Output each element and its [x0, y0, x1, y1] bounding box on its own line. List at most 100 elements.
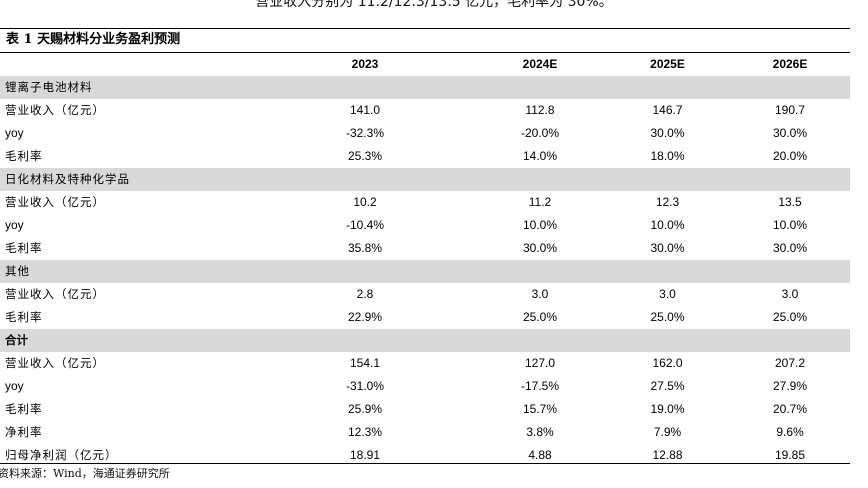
value-cell: 18.0% — [650, 149, 685, 163]
table-row: yoy -32.3% -20.0% 30.0% 30.0% — [0, 122, 850, 145]
value-cell: 112.8 — [525, 103, 555, 117]
value-cell: 14.0% — [522, 149, 558, 163]
header-cell-2026e: 2026E — [772, 57, 808, 71]
value-cell: 10.2 — [353, 195, 377, 209]
table-row: yoy -10.4% 10.0% 10.0% 10.0% — [0, 214, 850, 237]
section-fill-cell — [475, 168, 605, 191]
value-cell: 12.3 — [655, 195, 680, 209]
header-cell-2025e: 2025E — [650, 57, 685, 71]
value-cell: 3.8% — [526, 425, 554, 439]
section-fill-cell — [605, 260, 730, 283]
section-fill-cell — [730, 260, 850, 283]
table-row: 营业收入（亿元） 141.0 112.8 146.7 190.7 — [0, 99, 850, 122]
section-fill-cell — [475, 329, 605, 352]
row-label: yoy — [5, 379, 24, 393]
value-cell: 4.88 — [528, 448, 552, 462]
table-title: 表 1 天赐材料分业务盈利预测 — [6, 32, 181, 47]
value-cell: 127.0 — [524, 356, 556, 370]
value-cell: 22.9% — [347, 310, 383, 324]
section-fill-cell — [255, 329, 475, 352]
value-cell: 13.5 — [778, 195, 802, 209]
row-label: 营业收入（亿元） — [5, 195, 105, 209]
section-fill-cell — [605, 329, 730, 352]
value-cell: 2.8 — [356, 287, 374, 301]
section-fill-cell — [255, 260, 475, 283]
section-fill-cell — [730, 329, 850, 352]
section-row: 其他 — [0, 260, 850, 283]
value-cell: 19.85 — [774, 448, 806, 462]
table-row: 营业收入（亿元） 10.2 11.2 12.3 13.5 — [0, 191, 850, 214]
row-label: 毛利率 — [5, 310, 43, 324]
value-cell: 207.2 — [774, 356, 806, 370]
header-cell-2024e: 2024E — [522, 57, 558, 71]
value-cell: 20.0% — [772, 149, 808, 163]
value-cell: -32.3% — [345, 126, 385, 140]
section-fill-cell — [475, 260, 605, 283]
value-cell: 7.9% — [653, 425, 682, 439]
value-cell: 9.6% — [776, 425, 804, 439]
row-label: 毛利率 — [5, 241, 43, 255]
value-cell: 35.8% — [347, 241, 383, 255]
value-cell: -17.5% — [520, 379, 560, 393]
source-note: 资料来源：Wind，海通证券研究所 — [0, 467, 170, 480]
value-cell: 10.0% — [522, 218, 558, 232]
section-label: 锂离子电池材料 — [0, 76, 255, 99]
header-cell-label — [0, 53, 255, 76]
value-cell: 30.0% — [772, 241, 808, 255]
table-bottom-rule — [0, 463, 850, 464]
row-label: 净利率 — [5, 425, 43, 439]
value-cell: -20.0% — [520, 126, 560, 140]
section-fill-cell — [730, 76, 850, 99]
table-body: 锂离子电池材料 营业收入（亿元） 141.0 112.8 146.7 190.7 yoy -3… — [0, 76, 850, 467]
intro-text: 营业收入分别为 11.2/12.3/13.5 亿元，毛利率为 30%。 — [255, 0, 613, 10]
value-cell: 25.9% — [347, 402, 383, 416]
section-row: 日化材料及特种化学品 — [0, 168, 850, 191]
value-cell: 20.7% — [772, 402, 808, 416]
section-row: 锂离子电池材料 — [0, 76, 850, 99]
value-cell: 27.9% — [772, 379, 808, 393]
row-label: 营业收入（亿元） — [5, 356, 105, 370]
value-cell: 3.0 — [781, 287, 799, 301]
table-top-rule — [0, 28, 850, 29]
table-row: 毛利率 25.9% 15.7% 19.0% 20.7% — [0, 398, 850, 421]
table-row: 归母净利润（亿元） 18.91 4.88 12.88 19.85 — [0, 444, 850, 467]
value-cell: 162.0 — [652, 356, 683, 370]
section-fill-cell — [730, 168, 850, 191]
section-fill-cell — [605, 76, 730, 99]
value-cell: 10.0% — [772, 218, 808, 232]
row-label: yoy — [5, 126, 24, 140]
value-cell: 27.5% — [650, 379, 685, 393]
value-cell: 25.0% — [772, 310, 808, 324]
value-cell: 190.7 — [774, 103, 806, 117]
section-row: 合计 — [0, 329, 850, 352]
table-row: 毛利率 25.3% 14.0% 18.0% 20.0% — [0, 145, 850, 168]
row-label: 营业收入（亿元） — [5, 103, 105, 117]
table-row: 毛利率 22.9% 25.0% 25.0% 25.0% — [0, 306, 850, 329]
value-cell: 30.0% — [772, 126, 808, 140]
value-cell: 12.88 — [652, 448, 683, 462]
row-label: 归母净利润（亿元） — [5, 448, 118, 462]
table-row: 营业收入（亿元） 2.8 3.0 3.0 3.0 — [0, 283, 850, 306]
value-cell: 3.0 — [659, 287, 676, 301]
value-cell: 30.0% — [650, 126, 685, 140]
header-cell-2023: 2023 — [351, 57, 379, 71]
section-label: 合计 — [0, 329, 255, 352]
table-row: 净利率 12.3% 3.8% 7.9% 9.6% — [0, 421, 850, 444]
section-label: 日化材料及特种化学品 — [0, 168, 255, 191]
value-cell: 10.0% — [650, 218, 685, 232]
row-label: 营业收入（亿元） — [5, 287, 105, 301]
value-cell: 19.0% — [650, 402, 685, 416]
value-cell: 146.7 — [652, 103, 683, 117]
value-cell: 11.2 — [528, 195, 552, 209]
table-row: 营业收入（亿元） 154.1 127.0 162.0 207.2 — [0, 352, 850, 375]
value-cell: 30.0% — [522, 241, 558, 255]
section-fill-cell — [605, 168, 730, 191]
table-row: 毛利率 35.8% 30.0% 30.0% 30.0% — [0, 237, 850, 260]
row-label: yoy — [5, 218, 24, 232]
section-fill-cell — [475, 76, 605, 99]
value-cell: 25.0% — [522, 310, 558, 324]
section-label: 其他 — [0, 260, 255, 283]
value-cell: 25.3% — [347, 149, 383, 163]
value-cell: 154.1 — [349, 356, 381, 370]
value-cell: -31.0% — [345, 379, 385, 393]
